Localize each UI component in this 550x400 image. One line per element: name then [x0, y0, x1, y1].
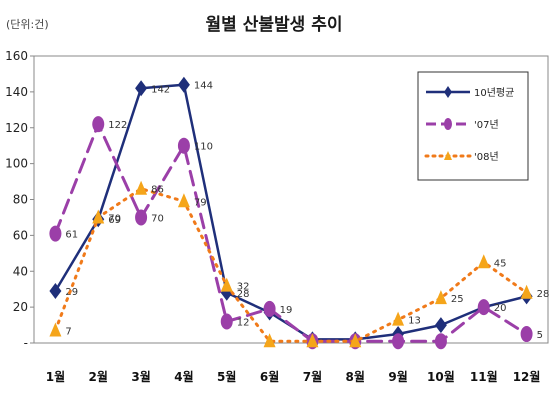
data-label: 122	[108, 120, 127, 131]
data-label: 20	[494, 303, 507, 314]
data-point-triangle	[220, 277, 233, 292]
chart-title: 월별 산불발생 추이	[206, 15, 343, 35]
y-tick-label: -	[24, 336, 28, 350]
x-tick-label: 10월	[427, 369, 455, 384]
series-line-2	[53, 122, 529, 343]
data-point-circle	[520, 326, 533, 343]
data-point-triangle	[392, 311, 405, 326]
legend-marker	[444, 86, 452, 98]
y-tick-label: 20	[13, 300, 28, 314]
y-tick-label: 140	[5, 85, 28, 99]
y-tick-label: 80	[13, 193, 28, 207]
legend-label-3: '08년	[474, 151, 499, 163]
x-tick-label: 2월	[89, 369, 108, 384]
data-point-diamond	[177, 76, 190, 93]
x-tick-label: 3월	[131, 369, 150, 384]
x-tick-label: 8월	[346, 369, 365, 384]
data-point-triangle	[477, 254, 490, 269]
data-point-diamond	[49, 282, 62, 299]
data-label: 142	[151, 84, 170, 95]
x-tick-label: 4월	[174, 369, 193, 384]
data-point-circle	[177, 137, 190, 154]
data-label: 86	[151, 185, 164, 196]
data-label: 19	[280, 305, 293, 316]
data-label: 32	[237, 282, 250, 293]
x-tick-label: 11월	[470, 369, 498, 384]
data-point-diamond	[135, 80, 148, 97]
data-point-circle	[434, 333, 447, 350]
data-point-circle	[392, 333, 405, 350]
legend-label-2: '07년	[474, 119, 499, 131]
data-label: 13	[408, 316, 421, 327]
data-point-circle	[263, 300, 276, 317]
data-point-triangle	[263, 333, 276, 348]
y-tick-label: 60	[13, 228, 28, 242]
data-point-circle	[220, 313, 233, 330]
data-point-circle	[135, 209, 148, 226]
unit-label: (단위:건)	[6, 18, 49, 31]
data-label: 110	[194, 142, 213, 153]
data-label: 70	[108, 213, 121, 224]
data-label: 25	[451, 294, 464, 305]
x-tick-label: 9월	[388, 369, 407, 384]
data-label: 79	[194, 197, 207, 208]
x-tick-label: 6월	[260, 369, 279, 384]
data-point-triangle	[92, 209, 105, 224]
data-point-circle	[49, 225, 62, 242]
data-point-triangle	[135, 180, 148, 195]
y-tick-label: 40	[13, 264, 28, 278]
data-point-diamond	[434, 317, 447, 334]
data-point-triangle	[49, 322, 62, 337]
data-label: 7	[65, 326, 71, 337]
series-line-3	[53, 187, 529, 343]
data-label: 29	[65, 287, 78, 298]
data-point-triangle	[177, 193, 190, 208]
x-tick-label: 1월	[46, 369, 65, 384]
x-tick-label: 12월	[513, 369, 541, 384]
data-label: 69	[108, 215, 121, 226]
y-tick-label: 120	[5, 121, 28, 135]
plot-area: 160 140 120 100 80 60 40 20 - 1월 2월 3월 4월 5월 6월 7월 8월 9월 1…	[5, 49, 549, 384]
data-label: 144	[194, 81, 213, 92]
data-label: 12	[237, 317, 250, 328]
data-point-triangle	[520, 284, 533, 299]
legend-marker	[444, 118, 452, 130]
legend-marker	[444, 151, 452, 160]
data-label: 61	[65, 230, 78, 241]
data-point-triangle	[434, 290, 447, 305]
x-tick-label: 7월	[303, 369, 322, 384]
data-label: 28	[537, 289, 550, 300]
legend-label-1: 10년평균	[474, 87, 514, 99]
data-label: 28	[237, 289, 250, 300]
legend-box	[417, 71, 529, 181]
y-tick-label: 100	[5, 157, 28, 171]
data-label: 70	[151, 213, 164, 224]
data-point-triangle	[349, 333, 362, 348]
data-point-circle	[92, 116, 105, 133]
data-point-triangle	[306, 333, 319, 348]
y-tick-label: 160	[5, 49, 28, 63]
data-label: 45	[494, 258, 507, 269]
x-tick-label: 5월	[217, 369, 236, 384]
data-point-circle	[477, 299, 490, 316]
data-label: 5	[537, 330, 543, 341]
